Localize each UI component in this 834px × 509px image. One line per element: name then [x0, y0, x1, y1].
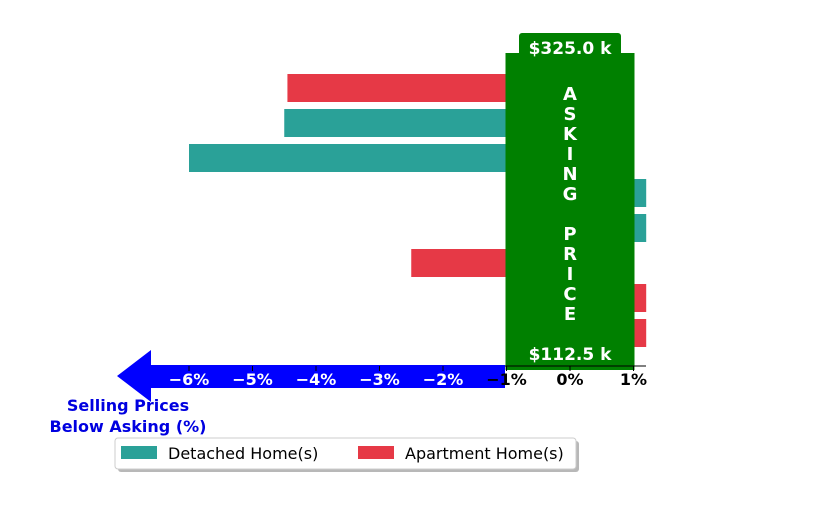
top-price-label: $325.0 k	[529, 39, 613, 59]
tick-label-1: −5%	[232, 370, 273, 389]
bottom-price-label-box	[519, 341, 621, 369]
tick-label-2: −4%	[296, 370, 337, 389]
tick-label-4: −2%	[423, 370, 464, 389]
top-price-label-box	[519, 33, 621, 61]
tick-label-3: −3%	[359, 370, 400, 389]
band-letter-2: K	[563, 124, 578, 145]
band-letter-1: S	[564, 104, 577, 125]
left-arrow-shape	[117, 350, 505, 402]
band-letter-4: N	[562, 164, 577, 185]
band-letter-10: C	[563, 284, 576, 305]
legend-swatch-0	[121, 446, 157, 459]
band-letter-5: G	[563, 184, 578, 205]
legend-box	[114, 437, 577, 470]
asking-price-band-rect	[505, 53, 635, 370]
legend-label-1: Apartment Home(s)	[405, 444, 564, 463]
legend-swatch-1	[358, 446, 394, 459]
tick-label-5: −1%	[486, 370, 527, 389]
x-axis-label-line-1: Below Asking (%)	[50, 417, 207, 436]
band-letter-11: E	[564, 304, 576, 325]
x-axis: −6% −5% −4% −3% −2% −1% 0% 1% Selling Prices Belo…	[50, 350, 647, 436]
band-letter-0: A	[563, 84, 577, 105]
legend-label-0: Detached Home(s)	[168, 444, 318, 463]
legend: Detached Home(s) Apartment Home(s)	[114, 437, 579, 472]
band-letter-9: I	[567, 264, 574, 285]
x-axis-label-line-0: Selling Prices	[67, 396, 189, 415]
bottom-price-label: $112.5 k	[529, 345, 613, 365]
band-letter-8: R	[563, 244, 577, 265]
band-letter-7: P	[563, 224, 576, 245]
tick-label-0: −6%	[169, 370, 210, 389]
band-letter-3: I	[567, 144, 574, 165]
tick-label-6: 0%	[556, 370, 583, 389]
tick-label-7: 1%	[620, 370, 647, 389]
